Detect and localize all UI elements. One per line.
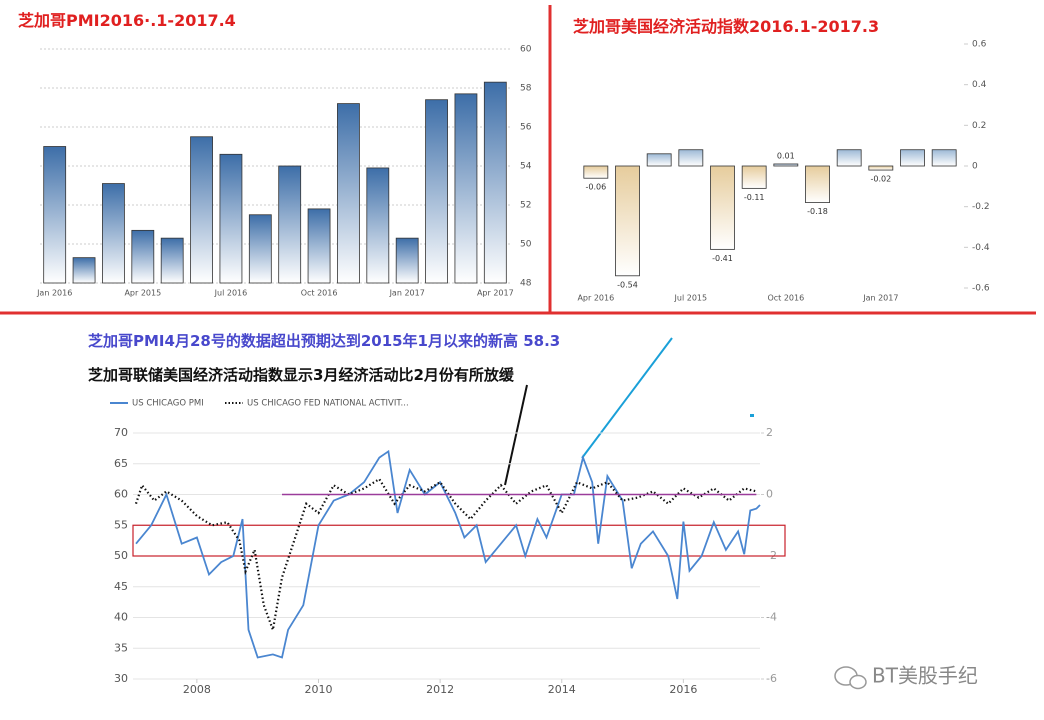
y-tick-label: 55 [114, 518, 128, 531]
legend-label: US CHICAGO FED NATIONAL ACTIVIT... [247, 399, 409, 409]
legend-label: US CHICAGO PMI [132, 399, 204, 409]
y-tick-label: 50 [114, 549, 128, 562]
y2-tick-label: 0 [766, 488, 773, 501]
y-tick-label: -0.6 [972, 284, 990, 294]
bar [900, 149, 925, 167]
x-tick-label: Jul 2015 [674, 294, 708, 303]
bar [366, 167, 390, 284]
x-tick-label: 2008 [183, 683, 211, 696]
bar [190, 136, 213, 284]
x-tick-label: Oct 2016 [767, 294, 804, 303]
arrow [504, 384, 528, 486]
bar [741, 165, 767, 189]
y-tick-label: 65 [114, 457, 128, 470]
bar [454, 93, 478, 284]
watermark: BT美股手纪 [872, 664, 978, 688]
bar [710, 165, 735, 250]
y-tick-label: 45 [114, 580, 128, 593]
bar [307, 208, 331, 284]
bar [278, 165, 302, 284]
y-tick-label: 60 [114, 488, 128, 501]
bar [931, 149, 957, 167]
y-tick-label: -0.4 [972, 243, 990, 253]
y-tick-label: 0.6 [972, 40, 987, 50]
y2-tick-label: -6 [766, 672, 777, 685]
series-line [135, 449, 761, 659]
chart-title: 芝加哥美国经济活动指数2016.1-2017.3 [573, 17, 879, 36]
bar [102, 183, 125, 284]
x-tick-label: Oct 2016 [301, 289, 338, 298]
x-tick-label: Apr 2017 [477, 289, 514, 298]
y-tick-label: -0.2 [972, 202, 990, 212]
value-label: -0.54 [617, 280, 638, 289]
x-tick-label: Apr 2016 [577, 294, 614, 303]
x-tick-label: Jan 2016 [36, 289, 72, 298]
bar [836, 149, 862, 167]
watermark-icon [834, 666, 867, 690]
value-label: -0.18 [807, 207, 828, 216]
y-tick-label: 48 [520, 279, 532, 289]
y2-tick-label: -4 [766, 611, 777, 624]
y-tick-label: 0.4 [972, 80, 987, 90]
y-tick-label: 70 [114, 426, 128, 439]
bar [131, 229, 155, 284]
value-label: -0.02 [870, 175, 891, 184]
annotation: 芝加哥PMI4月28号的数据超出预期达到2015年1月以来的新高 58.3 [88, 332, 560, 350]
y-tick-label: 50 [520, 240, 532, 250]
value-label: 0.01 [777, 151, 795, 160]
chart-title: 芝加哥PMI2016·.1-2017.4 [18, 11, 236, 30]
x-tick-label: 2014 [548, 683, 576, 696]
y-tick-label: 0.2 [972, 121, 986, 131]
y2-tick-label: 2 [766, 426, 773, 439]
bar [337, 103, 360, 284]
y-tick-label: 54 [520, 162, 532, 172]
y-tick-label: 35 [114, 641, 128, 654]
bar [72, 257, 96, 284]
bar [248, 214, 272, 284]
marker [750, 414, 754, 417]
x-tick-label: 2012 [426, 683, 454, 696]
bar [43, 146, 67, 284]
value-label: -0.41 [712, 254, 733, 263]
x-tick-label: Jan 2017 [862, 294, 898, 303]
bar [773, 163, 799, 167]
bar [425, 99, 448, 284]
bar [805, 165, 830, 203]
value-label: -0.06 [585, 183, 606, 192]
arrow [581, 337, 673, 459]
bar [868, 165, 894, 171]
y-tick-label: 58 [520, 84, 532, 94]
x-tick-label: 2016 [669, 683, 697, 696]
y-tick-label: 60 [520, 45, 532, 55]
y-tick-label: 0 [972, 162, 978, 172]
y-tick-label: 40 [114, 611, 128, 624]
bar [615, 165, 640, 277]
bar [678, 149, 704, 167]
annotation: 芝加哥联储美国经济活动指数显示3月经济活动比2月份有所放缓 [88, 366, 515, 384]
x-tick-label: Jan 2017 [389, 289, 425, 298]
y-tick-label: 56 [520, 123, 532, 133]
x-tick-label: Jul 2016 [214, 289, 248, 298]
series-line [134, 477, 757, 635]
bar [160, 237, 184, 284]
bar [219, 153, 243, 284]
y-tick-label: 52 [520, 201, 531, 211]
x-tick-label: Apr 2015 [124, 289, 161, 298]
y-tick-label: 30 [114, 672, 128, 685]
bar [395, 237, 419, 284]
bar [483, 81, 507, 284]
bar [583, 165, 609, 179]
value-label: -0.11 [744, 193, 765, 202]
bar [646, 153, 672, 167]
x-tick-label: 2010 [304, 683, 332, 696]
